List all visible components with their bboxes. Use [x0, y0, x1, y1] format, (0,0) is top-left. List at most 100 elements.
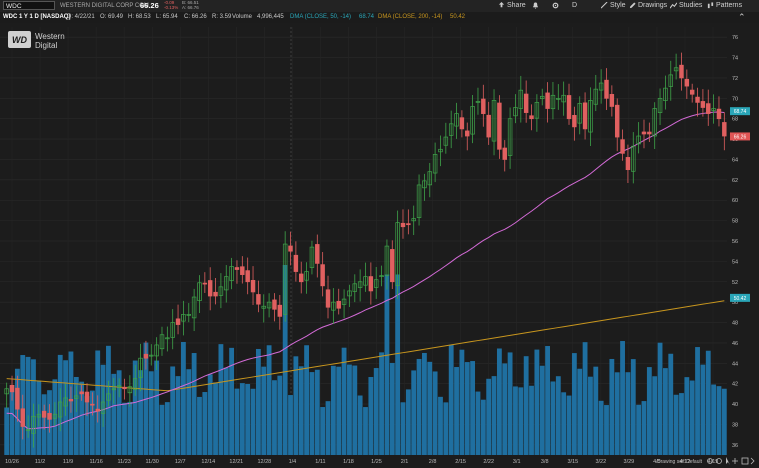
price-tick-label: 62 [732, 178, 738, 184]
volume-bar [336, 366, 342, 455]
expand-icon[interactable] [741, 457, 749, 465]
volume-bar [89, 390, 95, 455]
candlesticks [4, 52, 727, 448]
candle-body [331, 301, 336, 311]
candle-body [689, 89, 695, 95]
volume-bar [191, 353, 197, 455]
volume-bar [689, 380, 695, 455]
candle-body [357, 281, 363, 288]
symbol-value: WDC [6, 3, 22, 10]
price-tick-label: 54 [732, 259, 738, 265]
volume-bar [293, 356, 299, 455]
info-range: R: 3.59 [212, 14, 232, 20]
zoom-in-icon[interactable] [716, 458, 722, 464]
candle-body [443, 136, 449, 146]
candle-body [36, 413, 42, 418]
cursor-icon[interactable] [726, 457, 730, 465]
volume-bar [223, 367, 229, 455]
volume-bar [539, 365, 545, 455]
candle-body [165, 337, 170, 340]
ma200-tag: 50.42 [734, 296, 747, 302]
candle-body [673, 67, 679, 72]
volume-bar [239, 383, 245, 455]
style-button[interactable]: Style [601, 2, 626, 9]
gear-icon [552, 2, 559, 9]
share-button[interactable]: Share [498, 2, 526, 9]
studies-button[interactable]: Studies [670, 2, 702, 9]
volume-bar [443, 402, 449, 455]
more-icon[interactable] [750, 457, 755, 465]
date-tick-label: 4/19 [708, 459, 719, 465]
candle-body [256, 294, 261, 305]
candle-body [143, 353, 149, 359]
volume-bar [529, 385, 534, 455]
volume-bar [181, 341, 186, 455]
date-tick-label: 3/22 [595, 459, 606, 465]
date-tick-label: 1/4 [289, 459, 297, 465]
price-tick-label: 50 [732, 300, 738, 306]
ma50-path [6, 111, 725, 430]
symbol-input[interactable]: WDC [3, 1, 55, 10]
candle-body [90, 403, 95, 406]
candle-body [497, 102, 502, 150]
date-tick-label: 1/18 [343, 459, 354, 465]
settings-button[interactable] [552, 2, 559, 9]
volume-bar [250, 388, 256, 455]
candle-body [572, 115, 577, 128]
drawings-button[interactable]: Drawings [629, 2, 667, 9]
volume-bar [571, 353, 577, 455]
alert-button[interactable] [532, 2, 539, 9]
volume-bar [716, 386, 722, 455]
price-tick-label: 76 [732, 35, 738, 41]
info-volume-label: Volume [232, 14, 253, 20]
candle-body [716, 108, 722, 120]
candle-body [523, 93, 529, 113]
zoom-out-icon[interactable] [707, 458, 713, 464]
candle-body [684, 78, 690, 87]
volume-bar [73, 376, 79, 455]
candle-body [266, 301, 272, 309]
bell-icon [532, 2, 539, 9]
volume-bar [314, 369, 320, 455]
date-tick-label: 12/7 [175, 459, 186, 465]
volume-bar [711, 384, 717, 455]
candle-body [159, 334, 165, 350]
patterns-button[interactable]: Patterns [707, 2, 742, 9]
candle-body [293, 254, 299, 272]
volume-bar [213, 382, 218, 455]
volume-bar [534, 349, 540, 455]
candle-body [272, 299, 277, 310]
company-name: WESTERN DIGITAL CORP COM [60, 3, 149, 9]
candle-body [620, 139, 625, 154]
pan-icon[interactable] [732, 458, 738, 464]
volume-bar [277, 375, 283, 455]
candle-body [352, 283, 358, 292]
price-axis[interactable]: 3638404244464850525456586062646668707274… [732, 35, 738, 449]
candle-body [224, 276, 229, 291]
candle-body [202, 282, 208, 285]
candle-body [170, 322, 175, 338]
date-tick-label: 2/15 [455, 459, 466, 465]
candle-body [132, 378, 138, 390]
volume-bar [507, 352, 513, 455]
candle-body [320, 264, 325, 287]
candle-body [406, 223, 411, 226]
volume-bar [116, 370, 122, 455]
volume-bar [641, 401, 647, 455]
volume-bar [164, 402, 170, 455]
price-chart[interactable]: WD Western Digital 36 38 40 42 44 46 48 50 52 54 5… [0, 23, 759, 468]
candle-body [373, 279, 379, 288]
candle-body [363, 276, 368, 286]
status-bar: Drawing set: Default [657, 457, 755, 465]
candle-body [95, 408, 100, 412]
date-axis[interactable]: 10/26 11/2 11/9 11/16 11/23 11/30 12/7 12/14 12/… [5, 459, 718, 465]
volume-bar [4, 407, 10, 455]
collapse-icon[interactable]: ⌃ [738, 12, 746, 22]
candle-body [175, 318, 181, 325]
date-tick-label: 4/12 [680, 459, 691, 465]
volume-bar [9, 385, 15, 455]
candle-body [229, 266, 234, 281]
candle-body [100, 401, 106, 414]
drawing-set-label: Drawing set: Default [657, 459, 703, 465]
draw-mode-button[interactable]: D [572, 2, 577, 9]
